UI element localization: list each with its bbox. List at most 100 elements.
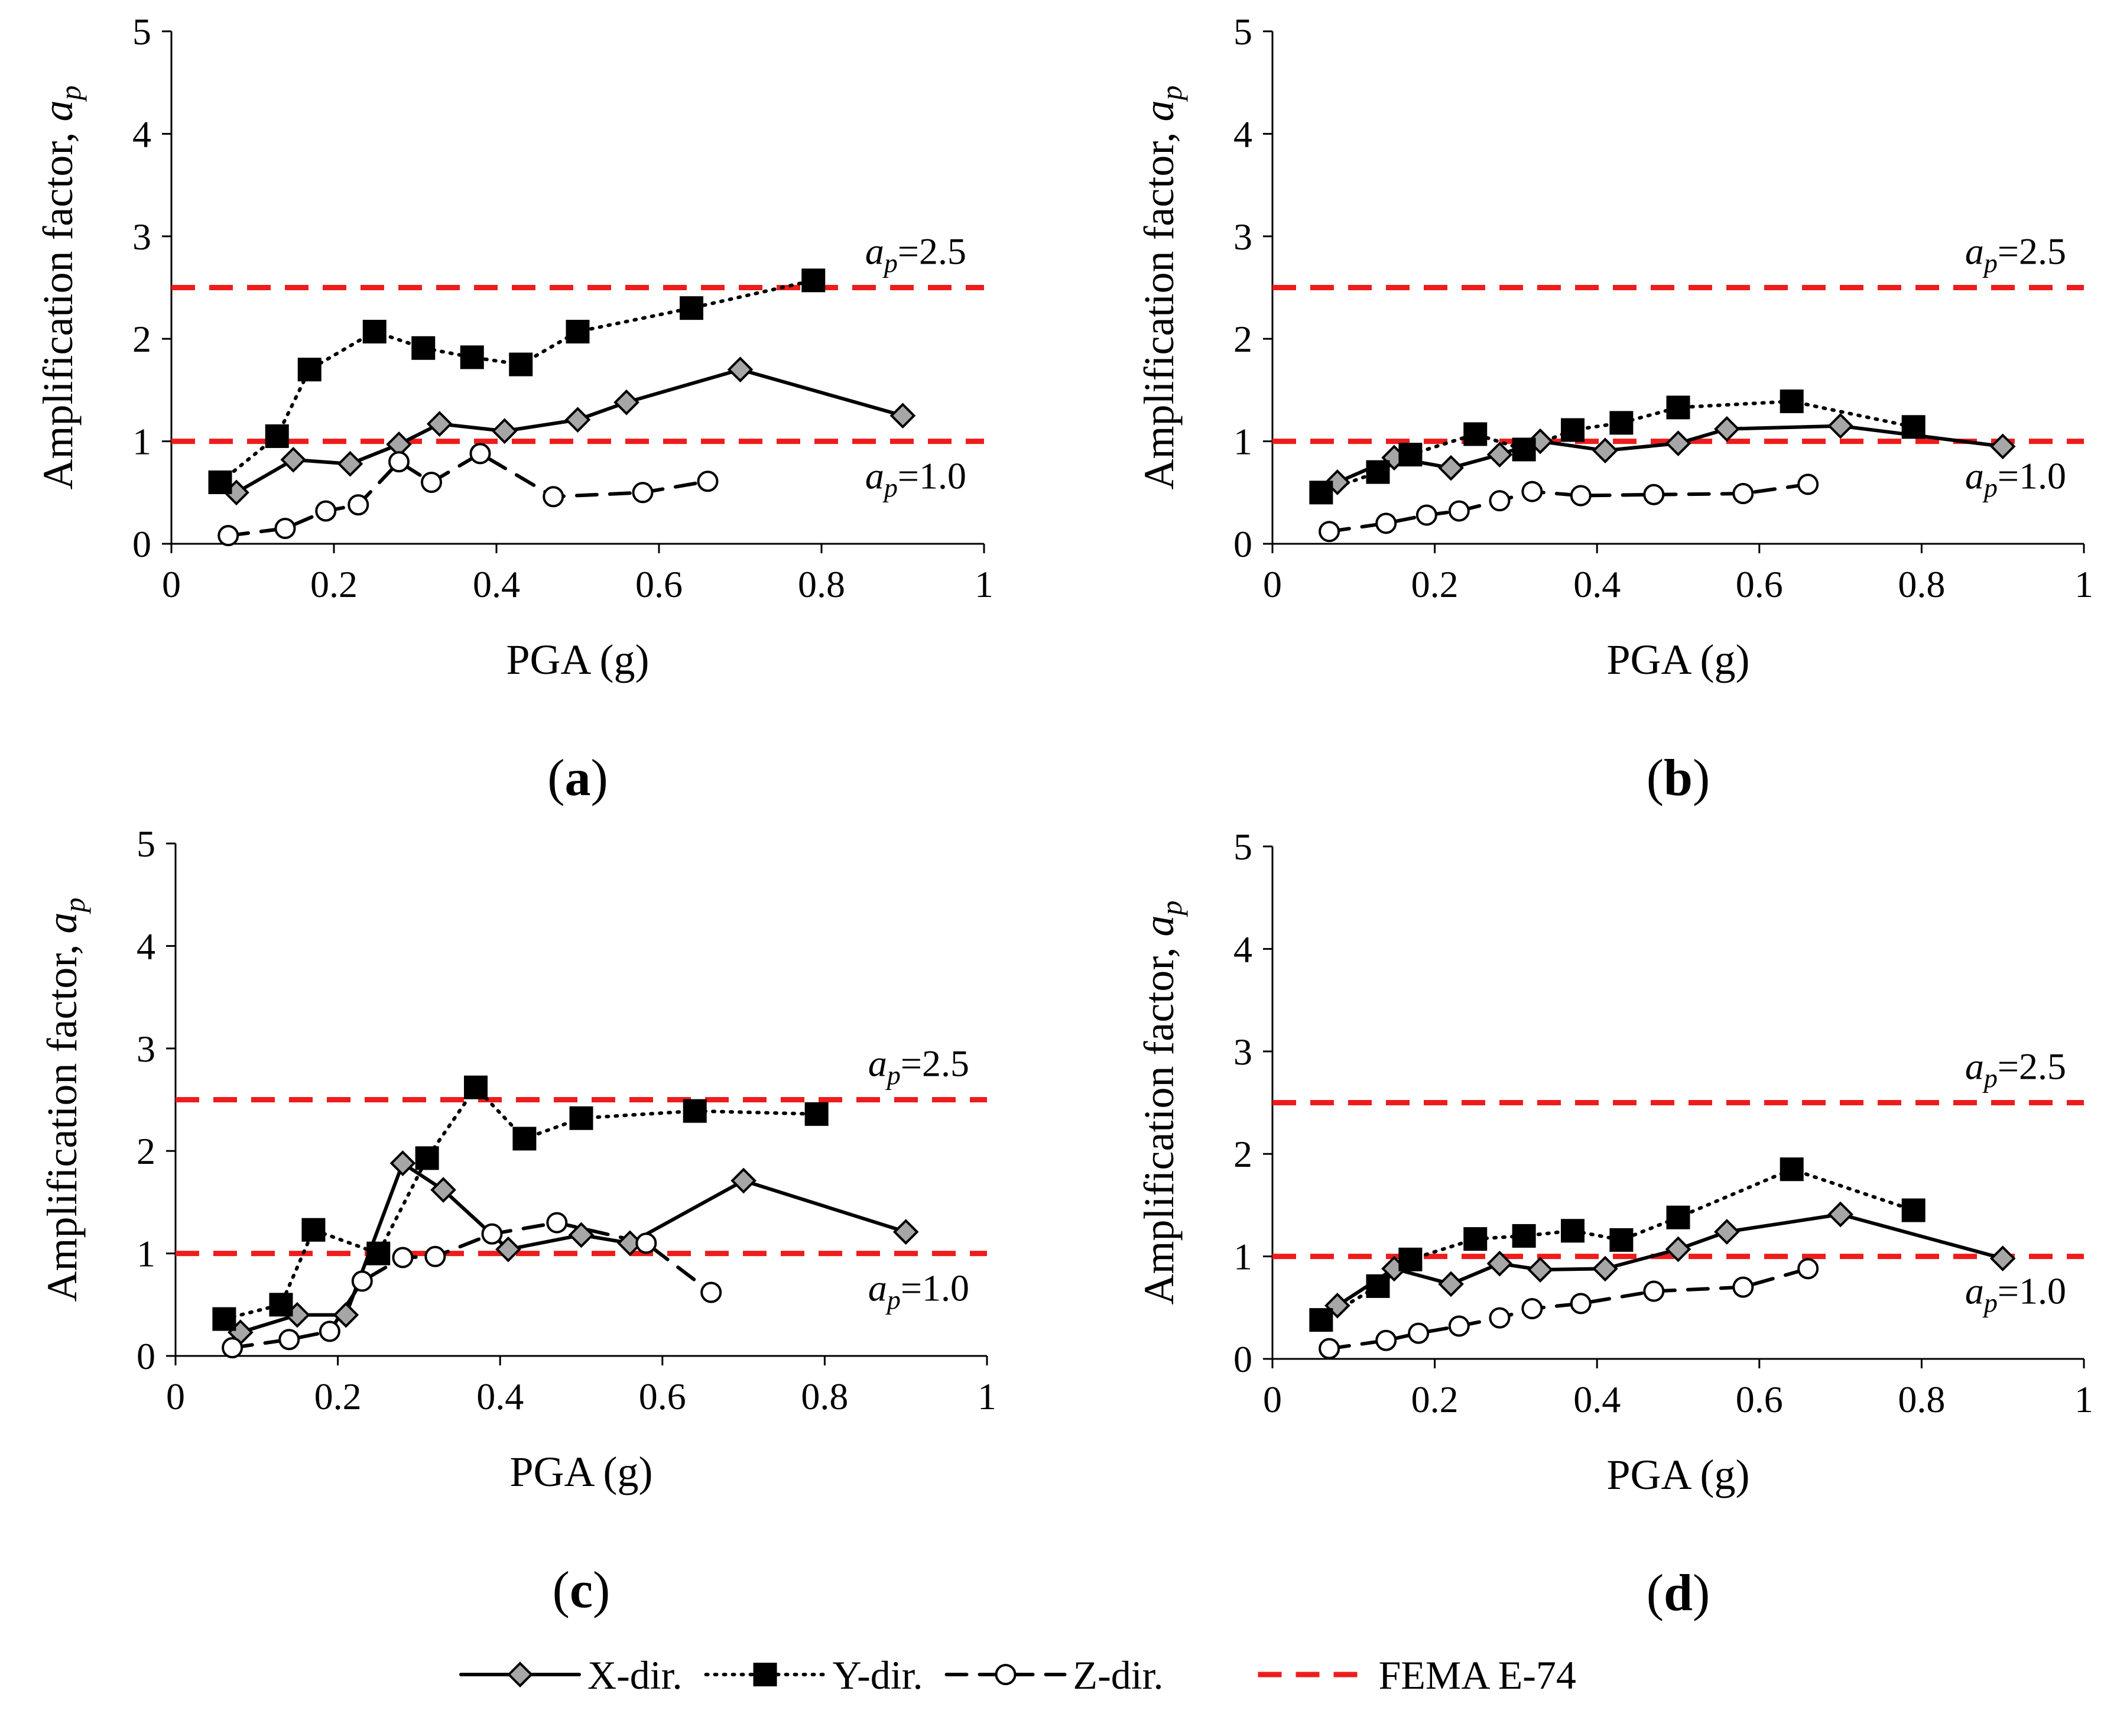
x-tick-label: 1: [2074, 563, 2093, 605]
x-tick-label: 0.8: [1898, 1378, 1945, 1420]
data-point: [208, 470, 232, 494]
data-point: [337, 450, 363, 477]
data-point: [1570, 485, 1592, 507]
data-point: [1827, 413, 1853, 439]
data-point: [278, 1329, 300, 1351]
data-point: [1398, 443, 1423, 467]
data-point: [1570, 1293, 1592, 1315]
data-point: [697, 470, 719, 492]
data-point: [351, 1270, 373, 1292]
legend-item-z-dir-: Z-dir.: [944, 1653, 1164, 1698]
series-markers-x-dir: [1324, 413, 2016, 495]
y-axis-label: Amplification factor, ap: [38, 898, 91, 1302]
series-markers-z-dir: [222, 1212, 722, 1359]
data-point: [1797, 1258, 1819, 1280]
series-line-y-dir: [222, 1085, 819, 1321]
x-tick-label: 0.2: [310, 563, 358, 605]
data-point: [424, 1245, 446, 1267]
y-tick-label: 5: [132, 11, 151, 53]
data-point: [315, 500, 337, 522]
data-point: [1643, 1280, 1665, 1302]
data-point: [481, 1223, 503, 1245]
data-point: [1448, 1315, 1470, 1337]
x-tick-label: 0: [166, 1375, 185, 1417]
x-tick-label: 0.6: [1736, 563, 1783, 605]
data-point: [889, 403, 916, 429]
data-point: [546, 1212, 568, 1234]
y-tick-label: 1: [1233, 421, 1252, 463]
data-point: [1512, 1224, 1536, 1248]
data-point: [566, 320, 590, 344]
data-point: [1780, 1157, 1804, 1182]
data-point: [730, 1167, 756, 1194]
data-point: [1732, 483, 1754, 505]
x-tick-label: 0.8: [798, 563, 845, 605]
series-markers-z-dir: [1319, 1258, 1819, 1359]
series-markers-y-dir: [1309, 1157, 1926, 1332]
y-axis-label: Amplification factor, ap: [1135, 901, 1188, 1305]
series-line-z-dir: [1327, 1267, 1810, 1351]
panel-label: (a): [547, 749, 608, 807]
data-point: [1666, 1205, 1690, 1229]
data-point: [700, 1281, 722, 1303]
data-point: [613, 389, 639, 416]
data-point: [319, 1320, 340, 1342]
legend: X-dir. Y-dir. Z-dir. FEMA E-74: [459, 1653, 1576, 1698]
y-tick-label: 2: [132, 318, 151, 360]
y-tick-label: 0: [132, 523, 151, 565]
data-point: [1592, 1255, 1618, 1282]
data-point: [1486, 1250, 1513, 1277]
data-point: [1561, 1219, 1585, 1243]
panel-label: (c): [553, 1562, 611, 1619]
y-tick-label: 4: [132, 113, 151, 155]
reference-line-label: ap=1.0: [865, 455, 966, 503]
legend-label: Z-dir.: [1073, 1653, 1164, 1698]
legend-item-x-dir-: X-dir.: [459, 1653, 683, 1698]
data-point: [222, 1337, 243, 1359]
series-line-z-dir: [230, 1221, 713, 1350]
data-point: [426, 411, 453, 437]
data-point: [1489, 490, 1511, 512]
x-tick-label: 1: [978, 1375, 996, 1417]
data-point: [411, 336, 436, 360]
data-point: [635, 1232, 657, 1254]
x-tick-label: 0: [1263, 1378, 1282, 1420]
y-axis-label: Amplification factor, ap: [34, 86, 87, 490]
series-markers-x-dir: [223, 356, 916, 506]
data-point: [1309, 481, 1333, 505]
data-point: [568, 1222, 595, 1248]
x-tick-label: 0.4: [476, 1375, 524, 1417]
series-line-z-dir: [226, 452, 710, 538]
x-axis-label: PGA (g): [506, 636, 649, 683]
data-point: [1415, 504, 1437, 526]
data-point: [1512, 437, 1536, 462]
x-tick-label: 0.6: [635, 563, 683, 605]
series-markers-y-dir: [212, 1075, 829, 1331]
data-point: [1732, 1276, 1754, 1298]
data-point: [1901, 1198, 1926, 1222]
data-point: [1398, 1247, 1423, 1271]
series-line-x-dir: [235, 368, 905, 495]
data-point: [509, 352, 533, 377]
x-tick-label: 0.2: [1411, 563, 1459, 605]
data-point: [460, 345, 484, 369]
data-point: [495, 1236, 521, 1263]
y-tick-label: 2: [1233, 318, 1252, 360]
data-point: [512, 1127, 537, 1151]
y-tick-label: 2: [1233, 1133, 1252, 1175]
data-point: [464, 1075, 488, 1099]
x-tick-label: 0.4: [1573, 563, 1621, 605]
data-point: [1463, 1227, 1488, 1251]
x-tick-label: 0.6: [639, 1375, 686, 1417]
y-axis-label: Amplification factor, ap: [1135, 86, 1188, 490]
reference-line-label: ap=1.0: [868, 1267, 969, 1315]
data-point: [1438, 1271, 1464, 1297]
reference-line-label: ap=2.5: [868, 1043, 969, 1091]
x-tick-label: 0.8: [1898, 563, 1945, 605]
data-point: [1527, 1257, 1553, 1283]
data-point: [212, 1307, 236, 1331]
chart-panel-c: 0 1 2 3 4 5 0 0.2 0.4 0.6 0.8 1 PGA (g) Amplification…: [38, 823, 996, 1619]
data-point: [804, 1102, 829, 1126]
x-axis-label: PGA (g): [509, 1448, 652, 1495]
data-point: [1319, 1338, 1340, 1359]
